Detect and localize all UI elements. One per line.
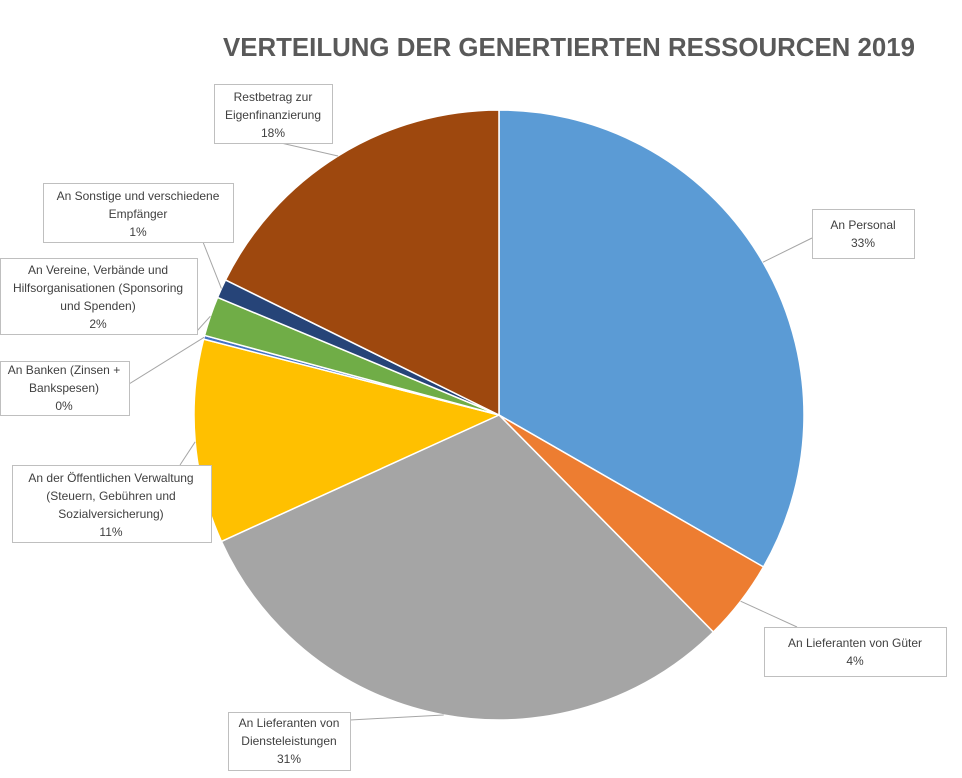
leader-line — [202, 241, 222, 289]
pie-slice — [220, 414, 715, 721]
data-label-value: 1% — [129, 225, 147, 239]
data-label-box — [0, 361, 130, 416]
leader-line — [280, 142, 339, 157]
data-label-value: 33% — [851, 236, 875, 250]
data-label-category: An der Öffentlichen Verwaltung (Steuern, … — [28, 471, 193, 521]
data-label-category: An Banken (Zinsen + Bankspesen) — [8, 363, 120, 395]
data-label-box — [812, 209, 915, 259]
data-label-category: Restbetrag zur Eigenfinanzierung — [225, 90, 321, 122]
data-label: Restbetrag zur Eigenfinanzierung 18% — [214, 84, 333, 144]
data-label-value: 2% — [89, 317, 107, 331]
data-label-box — [214, 84, 333, 144]
chart-title: VERTEILUNG DER GENERTIERTEN RESSOURCEN 2… — [223, 32, 915, 62]
data-label-value: 0% — [55, 399, 73, 413]
leader-line — [179, 441, 196, 466]
data-label-box — [43, 183, 234, 243]
data-label-category: An Vereine, Verbände und Hilfsorganisatio… — [13, 263, 183, 313]
pie-slice — [193, 338, 500, 543]
data-labels: An Personal 33% An Lieferanten von Güter 4%… — [0, 84, 947, 771]
data-label-category: An Lieferanten von Diensteleistungen — [239, 716, 340, 748]
data-label-category: An Sonstige und verschiedene Empfänger — [57, 189, 220, 221]
leader-line — [762, 237, 813, 263]
data-label-category: An Personal — [830, 218, 895, 232]
data-label: An Personal 33% — [812, 209, 915, 259]
data-label-value: 4% — [846, 654, 864, 668]
data-label-box — [764, 627, 947, 677]
data-label: An der Öffentlichen Verwaltung (Steuern, … — [12, 465, 212, 543]
data-label: An Lieferanten von Diensteleistungen 31% — [228, 712, 351, 771]
pie-slices — [193, 109, 805, 721]
leader-line — [128, 336, 205, 385]
data-label-box — [228, 712, 351, 771]
leader-line — [196, 315, 211, 332]
data-label: An Banken (Zinsen + Bankspesen) 0% — [0, 361, 130, 416]
leader-line — [349, 714, 444, 721]
data-label-category: An Lieferanten von Güter — [788, 636, 922, 650]
data-label-value: 31% — [277, 752, 301, 766]
leader-line — [740, 600, 798, 628]
data-label: An Lieferanten von Güter 4% — [764, 627, 947, 677]
data-label: An Sonstige und verschiedene Empfänger 1% — [43, 183, 234, 243]
data-label-value: 11% — [99, 525, 122, 539]
pie-slice — [498, 109, 805, 568]
data-label-value: 18% — [261, 126, 285, 140]
data-label-box — [12, 465, 212, 543]
leader-lines — [128, 142, 813, 721]
data-label-box — [0, 258, 198, 335]
data-label: An Vereine, Verbände und Hilfsorganisatio… — [0, 258, 198, 335]
